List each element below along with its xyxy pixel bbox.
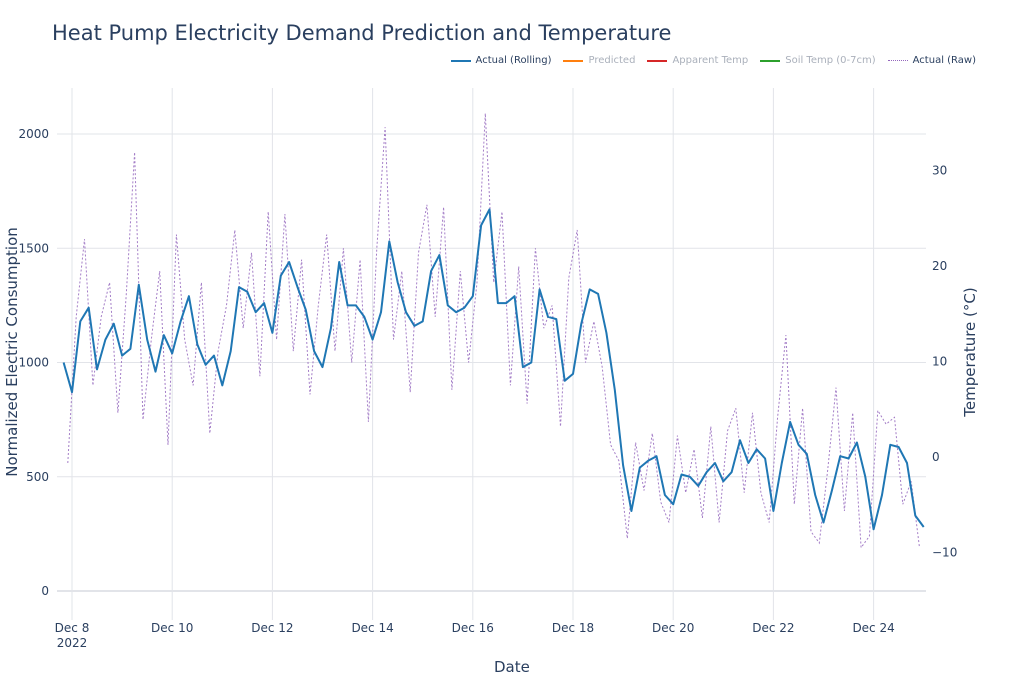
x-tick-label: Dec 10: [151, 621, 193, 635]
x-axis-title: Date: [494, 658, 530, 676]
legend-item-actual-rolling[interactable]: Actual (Rolling): [450, 55, 552, 66]
legend-swatch: [887, 60, 908, 61]
legend-label: Apparent Temp: [672, 55, 749, 66]
legend-label: Predicted: [588, 55, 636, 66]
x-tick-label: Dec 22: [752, 621, 794, 635]
x-tick-label: Dec 16: [452, 621, 494, 635]
legend-label: Actual (Rolling): [475, 55, 552, 66]
y-tick-label: 0: [41, 584, 49, 598]
y2-tick-label: 10: [932, 355, 947, 369]
x-tick-label: Dec 18: [552, 621, 594, 635]
legend-label: Actual (Raw): [912, 55, 976, 66]
y2-axis-title: Temperature (°C): [961, 287, 979, 417]
chart-title: Heat Pump Electricity Demand Prediction …: [52, 21, 672, 45]
x-tick-label: Dec 8: [55, 621, 90, 635]
legend-label: Soil Temp (0-7cm): [785, 55, 876, 66]
y2-tick-label: 30: [932, 164, 947, 178]
x-tick-label: Dec 14: [351, 621, 393, 635]
legend-swatch: [760, 59, 781, 62]
y-tick-label: 500: [26, 470, 49, 484]
y2-tick-label: 0: [932, 450, 940, 464]
y-axis-title: Normalized Electric Consumption: [3, 227, 21, 477]
y2-tick-label: 20: [932, 259, 947, 273]
y-tick-label: 2000: [18, 127, 49, 141]
legend-swatch: [647, 59, 668, 62]
y2-tick-label: −10: [932, 546, 957, 560]
series-line-actual-rolling: [62, 208, 925, 531]
legend-item-soil-temp[interactable]: Soil Temp (0-7cm): [760, 55, 876, 66]
x-tick-year-label: 2022: [57, 636, 88, 650]
x-tick-label: Dec 20: [652, 621, 694, 635]
legend-item-apparent-temp[interactable]: Apparent Temp: [647, 55, 748, 66]
y-tick-label: 1500: [18, 241, 49, 255]
legend-item-predicted[interactable]: Predicted: [563, 55, 635, 66]
x-tick-label: Dec 24: [852, 621, 894, 635]
legend-item-actual-raw[interactable]: Actual (Raw): [887, 55, 976, 66]
legend: Actual (Rolling) Predicted Apparent Temp…: [450, 55, 976, 66]
x-tick-label: Dec 12: [251, 621, 293, 635]
legend-swatch: [450, 59, 471, 62]
legend-swatch: [563, 59, 584, 62]
y-tick-label: 1000: [18, 356, 49, 370]
